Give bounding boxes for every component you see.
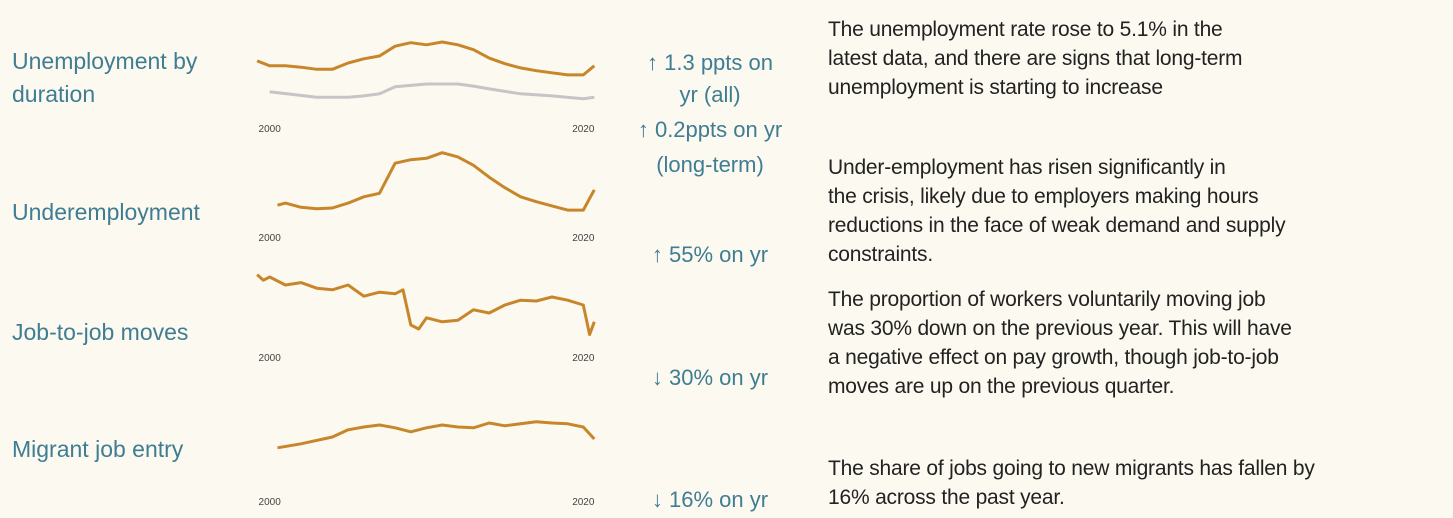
x-tick-label: 2000 [259,233,282,244]
sparkline [269,82,595,101]
change-text: yr (all) [679,82,741,107]
note-text: Under-employment has risen significantly… [828,156,1226,179]
change-text: ↓ 30% on yr [651,365,769,390]
note-text: latest data, and there are signs that lo… [828,47,1243,70]
note-text: 16% across the past year. [828,486,1065,509]
sparkline [277,420,596,450]
row-label: Underemployment [12,199,200,225]
x-tick-label: 2000 [259,124,282,135]
note-text: The proportion of workers voluntarily mo… [828,288,1266,311]
note-text: moves are up on the previous quarter. [828,375,1175,398]
x-tick-label: 2000 [259,497,282,508]
x-tick-label: 2020 [572,353,595,364]
x-tick-label: 2000 [259,353,282,364]
sparkline [256,40,596,77]
change-text: ↑ 0.2ppts on yr [637,117,783,142]
note-text: unemployment is starting to increase [828,76,1163,99]
row-label: Migrant job entry [12,436,184,462]
note-text: a negative effect on pay growth, though … [828,346,1279,369]
x-tick-label: 2020 [572,497,595,508]
note-text: constraints. [828,243,933,266]
note-text: reductions in the face of weak demand an… [828,214,1286,237]
note-text: The unemployment rate rose to 5.1% in th… [828,18,1223,41]
row-label: duration [12,81,96,107]
change-text: (long-term) [656,152,764,177]
row-label: Unemployment by [12,48,198,74]
note-text: the crisis, likely due to employers maki… [828,185,1259,208]
sparkline [256,273,596,337]
x-tick-label: 2020 [572,124,595,135]
note-text: was 30% down on the previous year. This … [828,317,1292,340]
row-label: Job-to-job moves [12,319,189,345]
x-tick-label: 2020 [572,233,595,244]
sparkline [277,151,596,212]
note-text: The share of jobs going to new migrants … [828,457,1315,480]
change-text: ↑ 1.3 ppts on [647,50,773,75]
change-text: ↓ 16% on yr [651,487,769,512]
change-text: ↑ 55% on yr [651,242,769,267]
